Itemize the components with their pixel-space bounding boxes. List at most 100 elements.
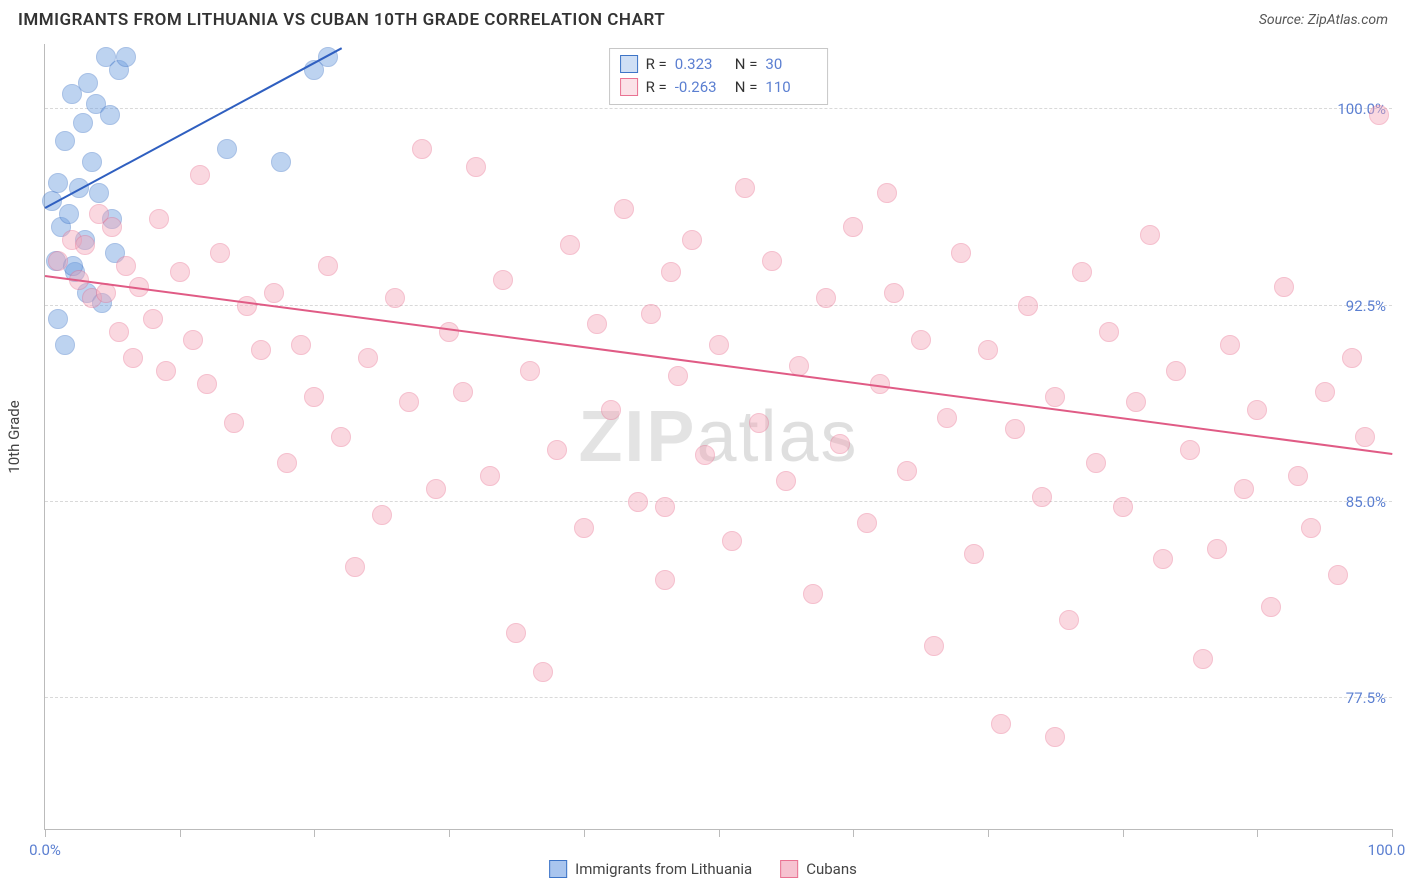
data-point-cubans xyxy=(183,330,203,350)
data-point-cubans xyxy=(1099,322,1119,342)
data-point-cubans xyxy=(1045,727,1065,747)
data-point-cubans xyxy=(668,366,688,386)
data-point-cubans xyxy=(493,270,513,290)
x-tick xyxy=(719,829,720,837)
x-tick xyxy=(853,829,854,837)
data-point-cubans xyxy=(884,283,904,303)
data-point-cubans xyxy=(682,230,702,250)
data-point-cubans xyxy=(857,513,877,533)
data-point-cubans xyxy=(749,413,769,433)
data-point-cubans xyxy=(1153,549,1173,569)
x-tick xyxy=(988,829,989,837)
x-tick xyxy=(1257,829,1258,837)
x-tick xyxy=(449,829,450,837)
data-point-cubans xyxy=(655,497,675,517)
data-point-cubans xyxy=(1005,419,1025,439)
gridline xyxy=(45,501,1392,502)
data-point-cubans xyxy=(695,445,715,465)
data-point-cubans xyxy=(533,662,553,682)
data-point-cubans xyxy=(1220,335,1240,355)
data-point-cubans xyxy=(1086,453,1106,473)
legend-item: Immigrants from Lithuania xyxy=(549,860,752,878)
data-point-lithuania xyxy=(82,152,102,172)
data-point-cubans xyxy=(190,165,210,185)
data-point-cubans xyxy=(1032,487,1052,507)
swatch-icon xyxy=(620,55,638,73)
legend-label: Immigrants from Lithuania xyxy=(575,860,752,878)
data-point-cubans xyxy=(358,348,378,368)
data-point-cubans xyxy=(385,288,405,308)
trend-line-cubans xyxy=(45,275,1392,455)
data-point-cubans xyxy=(75,235,95,255)
data-point-cubans xyxy=(601,400,621,420)
data-point-cubans xyxy=(197,374,217,394)
data-point-cubans xyxy=(641,304,661,324)
data-point-lithuania xyxy=(271,152,291,172)
data-point-cubans xyxy=(911,330,931,350)
data-point-lithuania xyxy=(55,335,75,355)
swatch-icon xyxy=(620,78,638,96)
r-label: R = xyxy=(646,53,667,76)
data-point-cubans xyxy=(224,413,244,433)
x-tick-label: 0.0% xyxy=(29,841,61,859)
data-point-cubans xyxy=(210,243,230,263)
data-point-cubans xyxy=(237,296,257,316)
data-point-cubans xyxy=(991,714,1011,734)
data-point-cubans xyxy=(1113,497,1133,517)
x-tick xyxy=(45,829,46,837)
x-tick xyxy=(180,829,181,837)
data-point-cubans xyxy=(1045,387,1065,407)
swatch-icon xyxy=(780,860,798,878)
data-point-lithuania xyxy=(48,173,68,193)
data-point-cubans xyxy=(1315,382,1335,402)
legend-label: Cubans xyxy=(806,860,857,878)
data-point-cubans xyxy=(399,392,419,412)
data-point-cubans xyxy=(116,256,136,276)
data-point-lithuania xyxy=(55,131,75,151)
data-point-cubans xyxy=(1342,348,1362,368)
data-point-lithuania xyxy=(89,183,109,203)
data-point-cubans xyxy=(466,157,486,177)
data-point-cubans xyxy=(628,492,648,512)
bottom-legend: Immigrants from Lithuania Cubans xyxy=(549,860,857,878)
x-tick xyxy=(314,829,315,837)
stats-legend: R =0.323N =30R =-0.263N =110 xyxy=(609,48,829,105)
data-point-cubans xyxy=(1180,440,1200,460)
data-point-cubans xyxy=(251,340,271,360)
y-tick-label: 92.5% xyxy=(1346,297,1386,315)
source-label: Source: ZipAtlas.com xyxy=(1259,12,1388,28)
data-point-cubans xyxy=(661,262,681,282)
data-point-cubans xyxy=(1126,392,1146,412)
data-point-cubans xyxy=(1261,597,1281,617)
data-point-cubans xyxy=(453,382,473,402)
data-point-cubans xyxy=(1140,225,1160,245)
data-point-cubans xyxy=(1247,400,1267,420)
data-point-cubans xyxy=(149,209,169,229)
x-tick xyxy=(1392,829,1393,837)
data-point-cubans xyxy=(1207,539,1227,559)
data-point-cubans xyxy=(978,340,998,360)
data-point-cubans xyxy=(291,335,311,355)
data-point-cubans xyxy=(830,434,850,454)
data-point-cubans xyxy=(439,322,459,342)
data-point-cubans xyxy=(1193,649,1213,669)
chart-title: IMMIGRANTS FROM LITHUANIA VS CUBAN 10TH … xyxy=(18,10,665,30)
data-point-cubans xyxy=(614,199,634,219)
data-point-cubans xyxy=(937,408,957,428)
r-value: -0.263 xyxy=(675,76,727,99)
data-point-cubans xyxy=(123,348,143,368)
data-point-lithuania xyxy=(73,113,93,133)
n-value: 30 xyxy=(765,53,817,76)
data-point-cubans xyxy=(1288,466,1308,486)
gridline xyxy=(45,108,1392,109)
data-point-cubans xyxy=(1018,296,1038,316)
data-point-lithuania xyxy=(217,139,237,159)
gridline xyxy=(45,697,1392,698)
data-point-cubans xyxy=(1166,361,1186,381)
data-point-cubans xyxy=(655,570,675,590)
x-tick-label: 100.0% xyxy=(1368,841,1406,859)
data-point-cubans xyxy=(547,440,567,460)
y-tick-label: 85.0% xyxy=(1346,493,1386,511)
data-point-cubans xyxy=(1234,479,1254,499)
data-point-cubans xyxy=(156,361,176,381)
